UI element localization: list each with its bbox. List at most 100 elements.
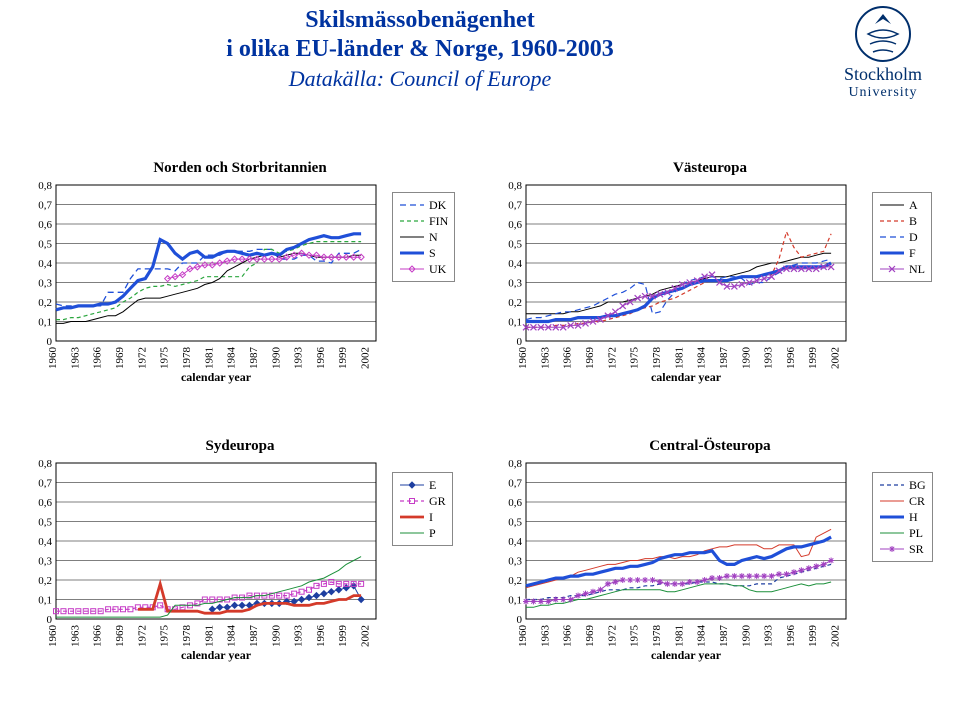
- legend-item-SR: SR: [879, 541, 926, 557]
- legend-central: BGCRHPLSR: [872, 472, 933, 562]
- legend-item-A: A: [879, 197, 925, 213]
- legend-label: H: [909, 509, 918, 525]
- svg-text:1981: 1981: [673, 625, 685, 647]
- svg-text:1960: 1960: [47, 625, 59, 648]
- title-line-2: i olika EU-länder & Norge, 1960-2003: [140, 35, 700, 64]
- svg-text:0,7: 0,7: [38, 478, 52, 490]
- svg-text:0,4: 0,4: [38, 536, 52, 548]
- svg-text:1993: 1993: [293, 625, 305, 648]
- svg-text:calendar year: calendar year: [651, 648, 722, 662]
- svg-text:1975: 1975: [159, 625, 171, 648]
- subtitle-line: Datakälla: Council of Europe: [140, 66, 700, 92]
- svg-text:1960: 1960: [47, 347, 59, 370]
- svg-text:0,5: 0,5: [38, 517, 52, 529]
- svg-text:1999: 1999: [807, 347, 819, 370]
- legend-item-NL: NL: [879, 261, 925, 277]
- svg-text:0: 0: [517, 336, 523, 348]
- legend-label: FIN: [429, 213, 448, 229]
- svg-text:0,3: 0,3: [38, 556, 52, 568]
- legend-item-H: H: [879, 509, 926, 525]
- legend-item-B: B: [879, 213, 925, 229]
- svg-text:0: 0: [517, 614, 523, 626]
- title-line-1: Skilsmässobenägenhet: [140, 6, 700, 35]
- svg-text:1999: 1999: [337, 347, 349, 370]
- svg-text:0,8: 0,8: [508, 459, 522, 470]
- legend-item-N: N: [399, 229, 448, 245]
- svg-text:1972: 1972: [606, 625, 618, 647]
- svg-text:1999: 1999: [807, 625, 819, 648]
- legend-item-UK: UK: [399, 261, 448, 277]
- legend-label: F: [909, 245, 916, 261]
- legend-item-D: D: [879, 229, 925, 245]
- svg-text:0: 0: [47, 336, 53, 348]
- svg-text:0,1: 0,1: [38, 595, 52, 607]
- svg-text:0,5: 0,5: [508, 239, 522, 251]
- logo-crest-icon: [853, 4, 913, 64]
- svg-text:1990: 1990: [740, 347, 752, 370]
- svg-text:1963: 1963: [539, 347, 551, 370]
- svg-text:0,7: 0,7: [508, 478, 522, 490]
- svg-text:1960: 1960: [517, 347, 529, 370]
- svg-text:1990: 1990: [270, 625, 282, 648]
- svg-text:1972: 1972: [606, 347, 618, 369]
- svg-text:1993: 1993: [763, 625, 775, 648]
- panel-title-norden: Norden och Storbritannien: [20, 160, 460, 177]
- svg-text:0,7: 0,7: [508, 200, 522, 212]
- svg-text:0,2: 0,2: [38, 575, 52, 587]
- svg-text:0,5: 0,5: [508, 517, 522, 529]
- svg-text:1969: 1969: [114, 625, 126, 648]
- legend-label: SR: [909, 541, 924, 557]
- svg-text:0,4: 0,4: [508, 258, 522, 270]
- svg-text:0,2: 0,2: [38, 297, 52, 309]
- svg-text:1990: 1990: [740, 625, 752, 648]
- svg-text:1969: 1969: [584, 347, 596, 370]
- svg-text:1996: 1996: [785, 347, 797, 370]
- svg-text:1999: 1999: [337, 625, 349, 648]
- panel-title-vast: Västeuropa: [490, 160, 930, 177]
- svg-text:0,5: 0,5: [38, 239, 52, 251]
- stockholm-university-logo: Stockholm University: [823, 4, 943, 101]
- svg-text:1972: 1972: [136, 625, 148, 647]
- legend-label: P: [429, 525, 436, 541]
- svg-text:0,6: 0,6: [508, 219, 522, 231]
- svg-text:1996: 1996: [315, 347, 327, 370]
- chart-norden: 00,10,20,30,40,50,60,70,8196019631966196…: [20, 181, 380, 385]
- svg-text:1987: 1987: [248, 347, 260, 370]
- svg-text:0,6: 0,6: [38, 219, 52, 231]
- legend-item-BG: BG: [879, 477, 926, 493]
- svg-text:1993: 1993: [763, 347, 775, 370]
- svg-text:1966: 1966: [562, 625, 574, 648]
- svg-text:1978: 1978: [181, 347, 193, 370]
- legend-item-DK: DK: [399, 197, 448, 213]
- svg-text:0,8: 0,8: [38, 459, 52, 470]
- svg-text:0,8: 0,8: [38, 181, 52, 192]
- svg-text:0,7: 0,7: [38, 200, 52, 212]
- svg-text:0,4: 0,4: [508, 536, 522, 548]
- svg-text:1978: 1978: [651, 347, 663, 370]
- svg-text:1975: 1975: [159, 347, 171, 370]
- svg-text:1984: 1984: [696, 625, 708, 648]
- svg-text:1966: 1966: [92, 347, 104, 370]
- svg-text:1963: 1963: [69, 625, 81, 648]
- legend-label: NL: [909, 261, 925, 277]
- legend-label: E: [429, 477, 436, 493]
- svg-text:0,6: 0,6: [38, 497, 52, 509]
- svg-text:0: 0: [47, 614, 53, 626]
- svg-text:0,4: 0,4: [38, 258, 52, 270]
- panel-title-syd: Sydeuropa: [20, 438, 460, 455]
- legend-label: GR: [429, 493, 446, 509]
- legend-label: D: [909, 229, 918, 245]
- legend-item-PL: PL: [879, 525, 926, 541]
- legend-item-FIN: FIN: [399, 213, 448, 229]
- legend-item-I: I: [399, 509, 446, 525]
- svg-text:0,2: 0,2: [508, 575, 522, 587]
- chart-syd: 00,10,20,30,40,50,60,70,8196019631966196…: [20, 459, 380, 663]
- legend-item-P: P: [399, 525, 446, 541]
- logo-text-line-2: University: [823, 85, 943, 101]
- svg-text:1963: 1963: [69, 347, 81, 370]
- logo-text-line-1: Stockholm: [823, 64, 943, 85]
- legend-label: DK: [429, 197, 446, 213]
- svg-text:1972: 1972: [136, 347, 148, 369]
- chart-title-block: Skilsmässobenägenhet i olika EU-länder &…: [140, 6, 700, 92]
- svg-text:0,1: 0,1: [508, 317, 522, 329]
